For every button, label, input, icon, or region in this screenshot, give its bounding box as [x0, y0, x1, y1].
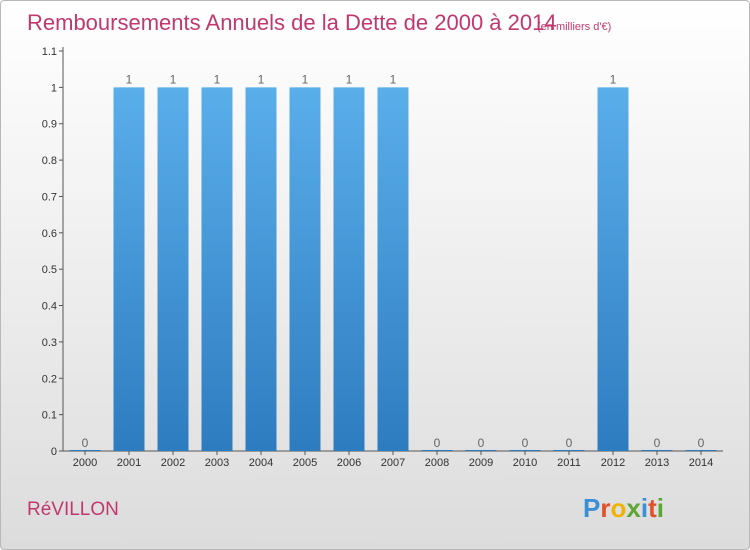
bar — [509, 450, 541, 451]
x-tick-label: 2001 — [117, 457, 141, 469]
chart-title: Remboursements Annuels de la Dette de 20… — [27, 10, 557, 35]
y-tick-label: 0.5 — [42, 264, 57, 276]
logo-letter: P — [583, 493, 600, 523]
x-tick-label: 2006 — [337, 457, 361, 469]
x-axis: 2000 2001 2002 2003 2004 2005 2006 2007 2008 2009… — [63, 450, 723, 469]
bar-value-label: 0 — [654, 436, 661, 450]
bar — [157, 87, 189, 451]
x-tick-label: 2000 — [73, 457, 97, 469]
bar-value-label: 1 — [346, 72, 353, 86]
bar — [113, 87, 145, 451]
logo-letter: o — [610, 493, 626, 523]
y-tick-label: 1 — [51, 82, 57, 94]
x-tick-label: 2009 — [469, 457, 493, 469]
x-tick-label: 2012 — [601, 457, 625, 469]
bar — [553, 450, 585, 451]
bar-value-label: 0 — [434, 436, 441, 450]
bar-value-label: 1 — [390, 72, 397, 86]
bar-value-label: 0 — [82, 436, 89, 450]
bar-value-label: 1 — [170, 72, 177, 86]
x-tick-label: 2005 — [293, 457, 317, 469]
bar — [245, 87, 277, 451]
bar-value-label: 0 — [478, 436, 485, 450]
logo-letter: r — [600, 493, 610, 523]
bar — [465, 450, 497, 451]
bar — [377, 87, 409, 451]
bars: 0 1 1 1 1 1 1 1 0 0 0 0 1 0 0 — [69, 72, 717, 451]
bar-value-label: 1 — [302, 72, 309, 86]
y-tick-label: 0.6 — [42, 228, 57, 240]
bar — [597, 87, 629, 451]
bar-value-label: 0 — [698, 436, 705, 450]
y-tick-label: 1.1 — [42, 46, 57, 58]
bar — [641, 450, 673, 451]
x-tick-label: 2014 — [689, 457, 713, 469]
logo-letter: i — [641, 493, 648, 523]
bar — [69, 450, 101, 451]
y-tick-label: 0.8 — [42, 155, 57, 167]
x-tick-label: 2003 — [205, 457, 229, 469]
place-name: RéVILLON — [27, 499, 119, 520]
bar-value-label: 1 — [126, 72, 133, 86]
x-tick-label: 2013 — [645, 457, 669, 469]
x-tick-label: 2010 — [513, 457, 537, 469]
proxiti-logo: Proxiti — [583, 493, 664, 523]
y-axis: 0 0.1 0.2 0.3 0.4 0.5 0.6 0.7 0.8 0.9 1 1.1 — [42, 46, 64, 458]
logo-letter: x — [626, 493, 641, 523]
logo-letter: i — [657, 493, 664, 523]
x-tick-label: 2004 — [249, 457, 273, 469]
logo-letter: t — [648, 493, 657, 523]
bar-value-label: 1 — [258, 72, 265, 86]
y-tick-label: 0.9 — [42, 119, 57, 131]
bar-value-label: 1 — [610, 72, 617, 86]
bar-value-label: 1 — [214, 72, 221, 86]
bar — [289, 87, 321, 451]
bar — [201, 87, 233, 451]
x-tick-label: 2007 — [381, 457, 405, 469]
y-tick-label: 0 — [51, 446, 57, 458]
bar-value-label: 0 — [566, 436, 573, 450]
bar — [685, 450, 717, 451]
bar — [333, 87, 365, 451]
y-tick-label: 0.4 — [42, 301, 57, 313]
y-tick-label: 0.2 — [42, 373, 57, 385]
bar — [421, 450, 453, 451]
x-tick-label: 2008 — [425, 457, 449, 469]
y-tick-label: 0.7 — [42, 191, 57, 203]
x-tick-label: 2011 — [557, 457, 581, 469]
y-tick-label: 0.1 — [42, 410, 57, 422]
bar-value-label: 0 — [522, 436, 529, 450]
y-tick-label: 0.3 — [42, 337, 57, 349]
x-tick-label: 2002 — [161, 457, 185, 469]
chart-unit: (en milliers d'€) — [537, 21, 611, 33]
